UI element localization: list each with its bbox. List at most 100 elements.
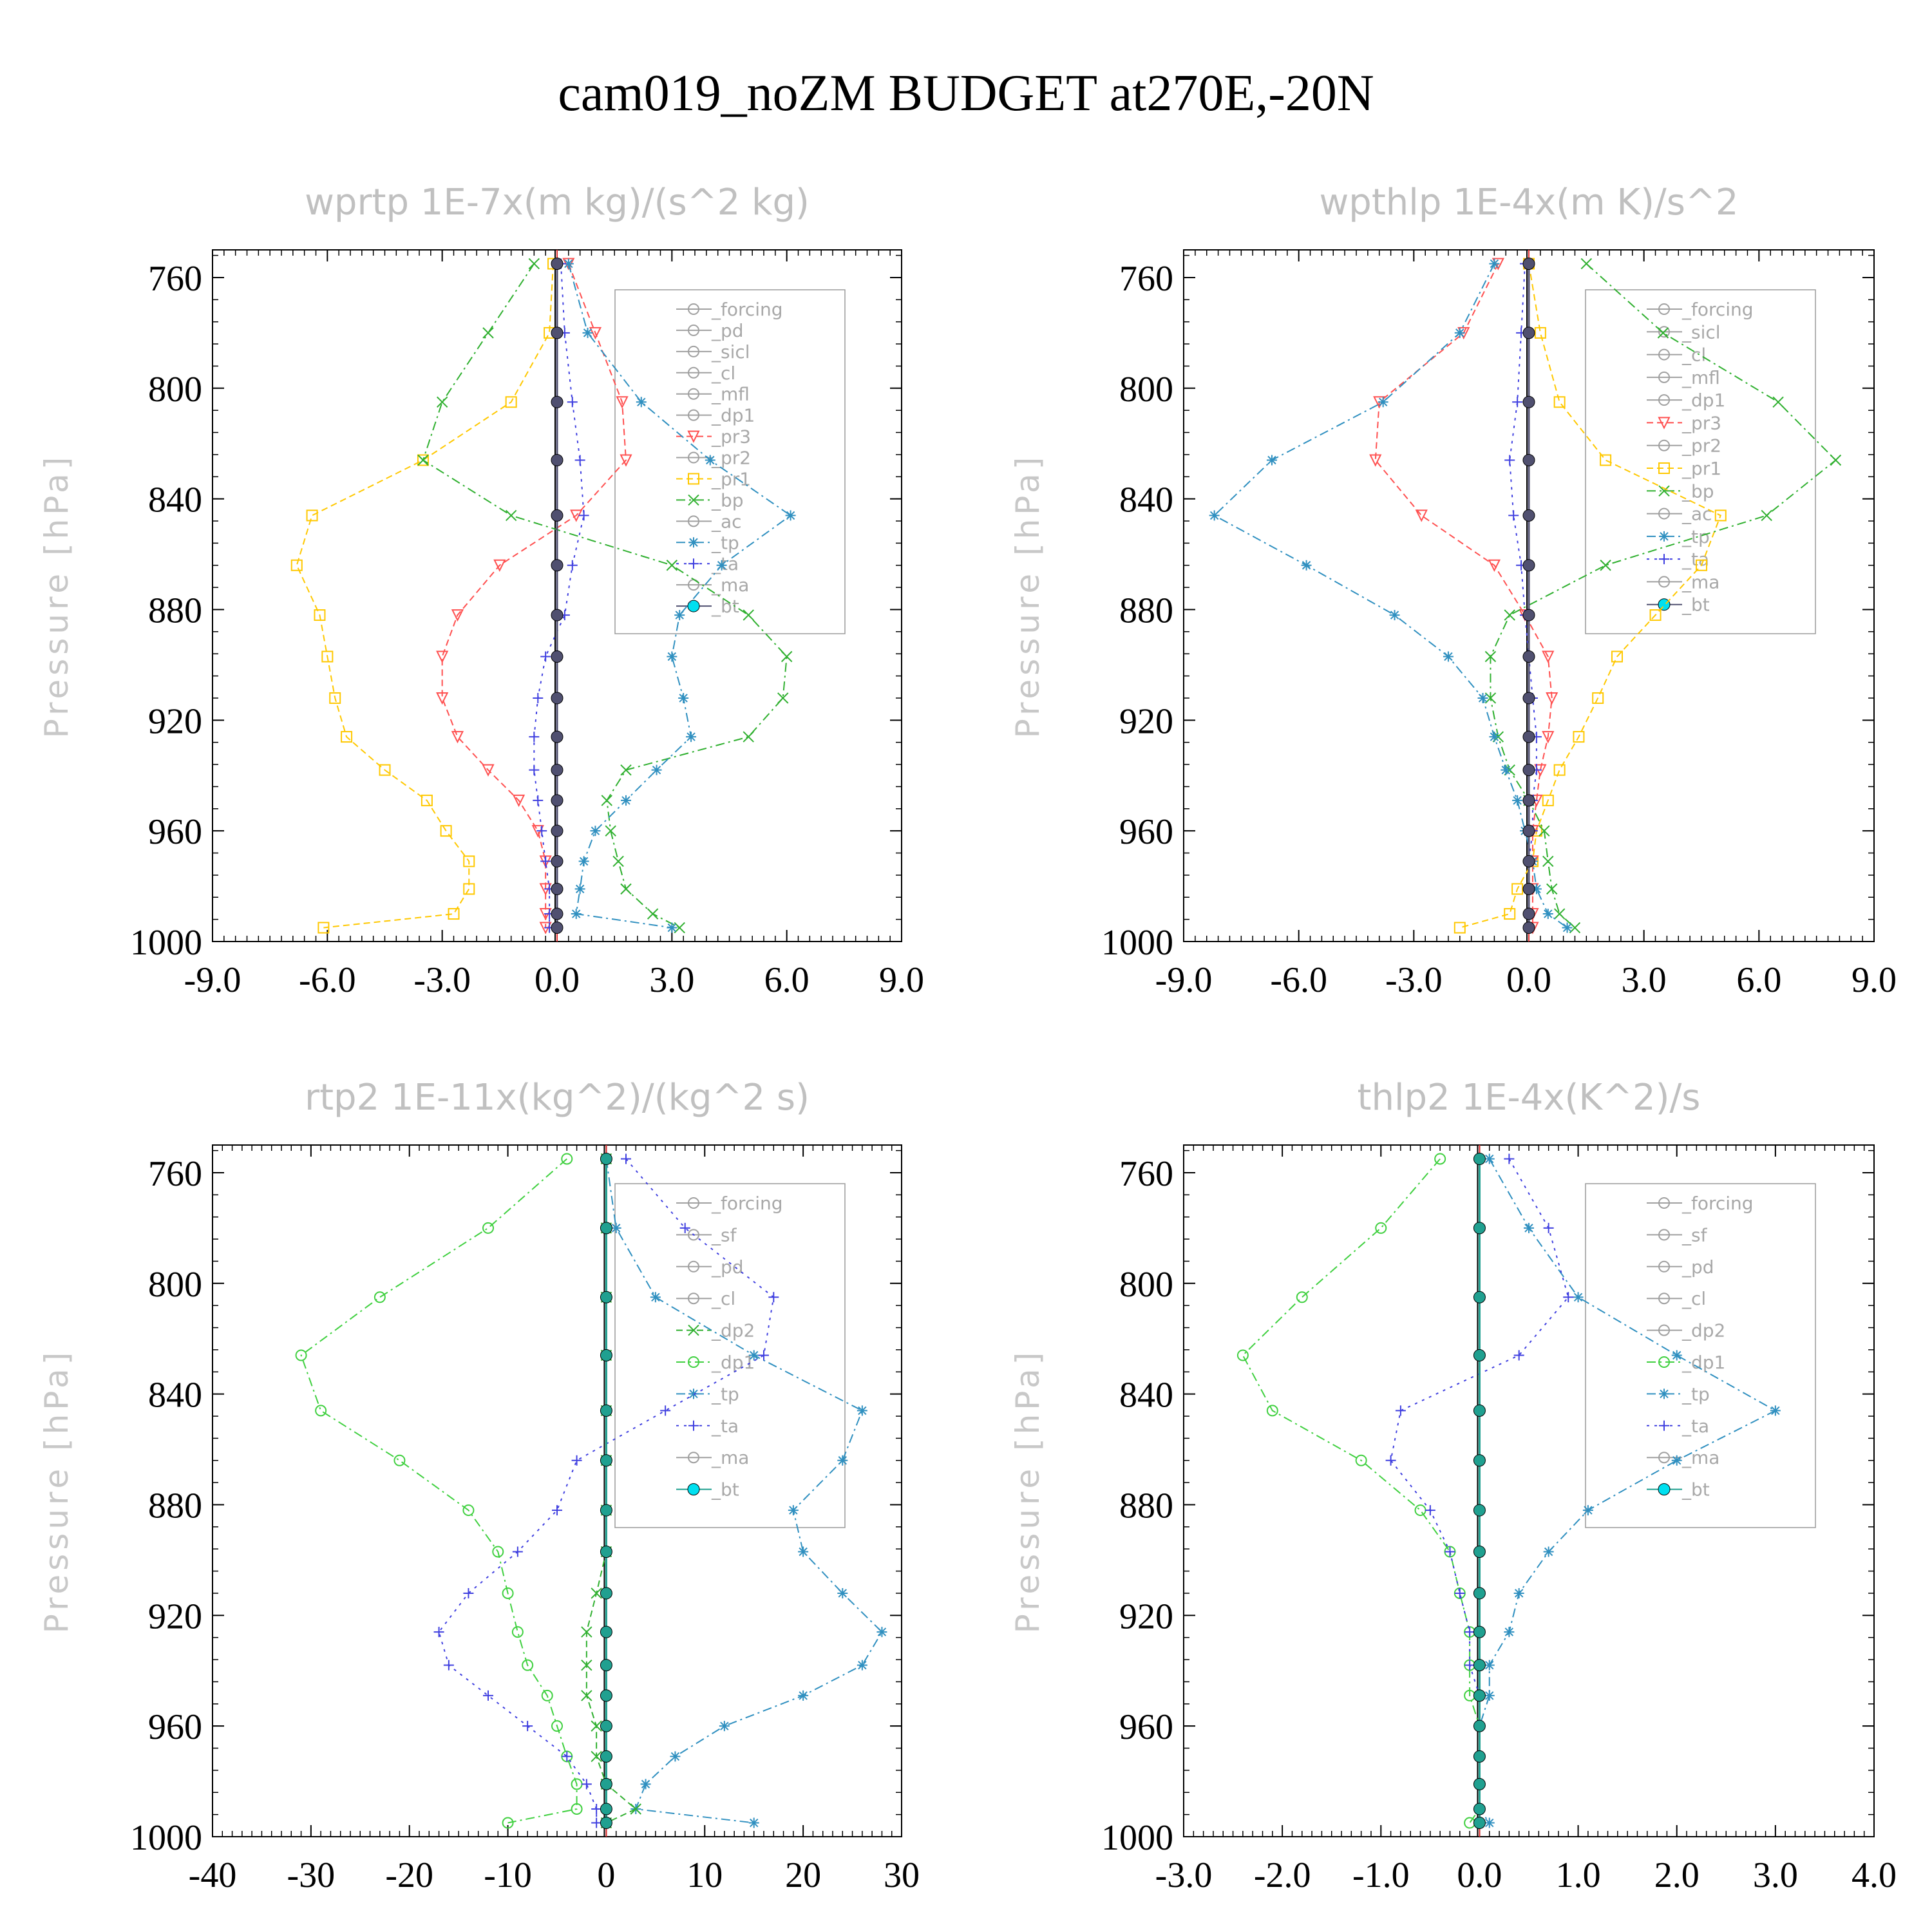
series-point-ta xyxy=(567,397,578,408)
series-point-tp xyxy=(1477,692,1488,703)
series-point-ta xyxy=(1543,1222,1554,1233)
series-point-bp xyxy=(647,908,659,920)
series-point-bt xyxy=(551,509,564,522)
series-point-dp1 xyxy=(1296,1291,1308,1303)
legend-entry: _tp xyxy=(711,532,739,553)
legend-marker xyxy=(688,537,699,548)
series-point-bt xyxy=(551,824,564,837)
y-tick-label: 960 xyxy=(1119,812,1173,852)
series-point-bt xyxy=(1522,764,1535,777)
series-point-pr3 xyxy=(451,609,464,622)
series-point-tp xyxy=(785,510,796,521)
series-point-bp xyxy=(601,795,612,806)
series-point-pr3 xyxy=(493,559,506,572)
series-line-tp xyxy=(605,1159,883,1824)
series-point-bt xyxy=(1473,1777,1486,1790)
series-point-pr1 xyxy=(317,922,330,934)
legend-marker xyxy=(1658,507,1670,520)
series-point-ta xyxy=(536,826,547,837)
series-point-ta xyxy=(1395,1405,1406,1416)
series-point-bt xyxy=(1522,327,1535,339)
legend-entry: _forcing xyxy=(1681,299,1754,320)
series-point-tp xyxy=(1543,1546,1554,1557)
legend-marker xyxy=(688,324,699,336)
series-point-tp xyxy=(650,1292,661,1303)
series-point-bt xyxy=(1522,882,1535,895)
legend-entry: _sicl xyxy=(1681,321,1721,343)
legend-entry: _pr1 xyxy=(1681,458,1721,479)
series-point-bt xyxy=(1522,509,1535,522)
series-point-bp xyxy=(1761,509,1772,522)
x-tick-label: -40 xyxy=(189,1855,237,1895)
legend-entry: _dp2 xyxy=(711,1320,755,1341)
series-line-pr3 xyxy=(1374,263,1553,928)
series-point-bt xyxy=(551,453,564,466)
legend-marker xyxy=(1658,348,1670,361)
legend-marker xyxy=(688,366,699,379)
series-point-ta xyxy=(1513,1350,1524,1361)
series-point-ta xyxy=(433,1627,444,1638)
y-tick-label: 880 xyxy=(148,1486,202,1526)
series-point-ta xyxy=(1504,1153,1515,1164)
series-line-pr3 xyxy=(441,263,627,928)
legend-marker xyxy=(1659,531,1669,542)
series-point-ta xyxy=(571,1455,582,1466)
series-point-pr3 xyxy=(1542,650,1555,663)
series-point-bt xyxy=(551,559,564,572)
series-point-tp xyxy=(640,1779,651,1790)
series-point-bp xyxy=(1504,609,1515,621)
legend-marker xyxy=(688,1388,699,1399)
legend-marker xyxy=(688,1420,699,1431)
series-point-ta xyxy=(529,732,540,743)
series-point-pr1 xyxy=(1611,650,1623,663)
x-tick-label: -2.0 xyxy=(1254,1855,1311,1895)
legend-entry: _ma xyxy=(1681,1447,1719,1468)
series-point-ta xyxy=(567,560,578,571)
series-point-tp xyxy=(1484,1660,1495,1671)
series-point-bp xyxy=(528,258,540,270)
series-point-bt xyxy=(1473,1152,1486,1165)
series-point-ta xyxy=(581,1779,592,1790)
series-point-bt xyxy=(551,327,564,339)
series-point-tp xyxy=(705,455,715,466)
chart-panel-2: wpthlp 1E-4x(m K)/s^2 Pressure [hPa] 760 80… xyxy=(1009,182,1897,1000)
series-point-bt xyxy=(551,609,564,621)
legend-entry: _sicl xyxy=(711,341,750,363)
legend-marker xyxy=(1658,576,1670,588)
series-point-tp xyxy=(1671,1350,1682,1361)
legend-marker xyxy=(688,1229,699,1241)
x-tick-label: -9.0 xyxy=(184,960,242,1000)
series-point-dp1 xyxy=(1414,1504,1426,1517)
legend-marker xyxy=(688,473,699,485)
series-point-tp xyxy=(1484,1817,1495,1828)
series-point-tp xyxy=(748,1350,759,1361)
series-point-pr1 xyxy=(421,794,433,806)
series-point-bp xyxy=(666,560,678,571)
legend-marker xyxy=(1658,462,1670,474)
x-tick-label: 6.0 xyxy=(764,960,810,1000)
series-point-bp xyxy=(417,454,429,466)
legend-marker xyxy=(1658,371,1670,383)
series-point-pr3 xyxy=(620,454,632,467)
series-point-ta xyxy=(533,692,544,703)
series-point-tp xyxy=(1489,732,1500,743)
series-point-bp xyxy=(436,396,448,408)
series-point-pr3 xyxy=(512,794,526,808)
legend-marker xyxy=(1658,1229,1670,1241)
legend-marker xyxy=(688,1324,699,1336)
series-point-bp xyxy=(620,764,632,776)
series-point-pr1 xyxy=(1553,764,1566,776)
legend-box xyxy=(1585,1183,1816,1528)
series-point-bt xyxy=(1522,907,1535,920)
legend-entry: _pr3 xyxy=(1681,412,1721,433)
y-tick-label: 840 xyxy=(148,480,202,520)
series-point-dp2 xyxy=(591,1750,602,1763)
series-point-dp1 xyxy=(295,1349,307,1361)
series-point-bp xyxy=(1542,855,1554,867)
series-point-ta xyxy=(1385,1455,1396,1466)
series-point-bt xyxy=(551,395,564,408)
legend-marker xyxy=(688,388,699,400)
series-point-pr1 xyxy=(505,396,517,408)
y-tick-label: 1000 xyxy=(1101,1818,1173,1858)
